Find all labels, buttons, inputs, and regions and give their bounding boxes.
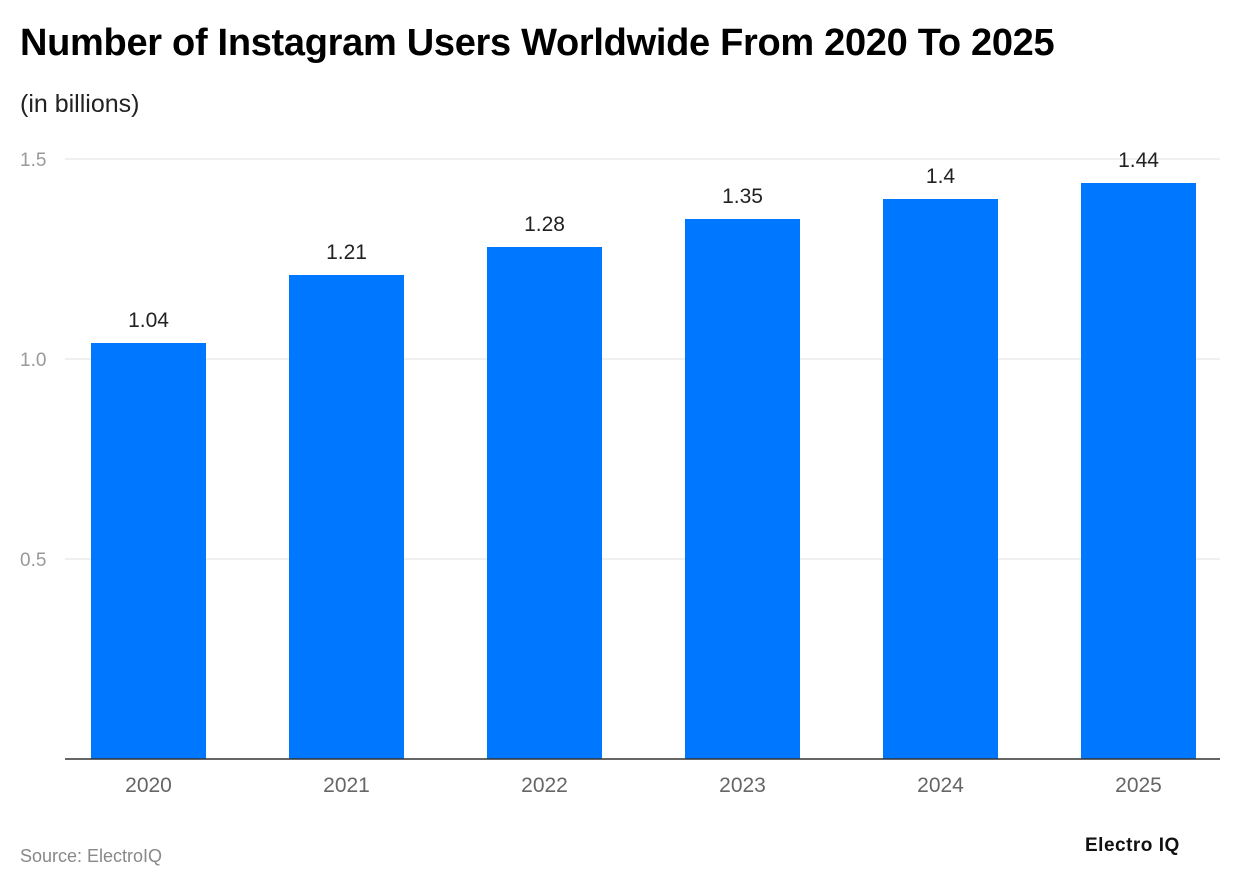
chart-subtitle: (in billions)	[20, 90, 140, 118]
bar-2023	[685, 219, 800, 759]
bar-2025	[1081, 183, 1196, 759]
bar-2022	[487, 247, 602, 759]
data-label: 1.28	[524, 213, 565, 236]
data-label: 1.35	[722, 185, 763, 208]
x-tick-label: 2021	[323, 774, 370, 797]
x-tick-label: 2023	[719, 774, 766, 797]
x-tick-label: 2022	[521, 774, 568, 797]
x-tick-label: 2020	[125, 774, 172, 797]
y-tick-label: 0.5	[20, 550, 46, 571]
data-label: 1.04	[128, 309, 169, 332]
chart-title: Number of Instagram Users Worldwide From…	[20, 22, 1055, 64]
bar-2021	[289, 275, 404, 759]
data-label: 1.4	[926, 165, 956, 188]
source-note: Source: ElectroIQ	[20, 846, 163, 866]
data-label: 1.44	[1118, 149, 1159, 172]
x-tick-label: 2025	[1115, 774, 1162, 797]
bar-2020	[91, 343, 206, 759]
x-tick-label: 2024	[917, 774, 964, 797]
electroiq-logo: Electro IQ	[1085, 835, 1180, 856]
y-tick-label: 1.0	[20, 350, 46, 371]
data-label: 1.21	[326, 241, 367, 264]
y-tick-label: 1.5	[20, 150, 46, 171]
bar-2024	[883, 199, 998, 759]
